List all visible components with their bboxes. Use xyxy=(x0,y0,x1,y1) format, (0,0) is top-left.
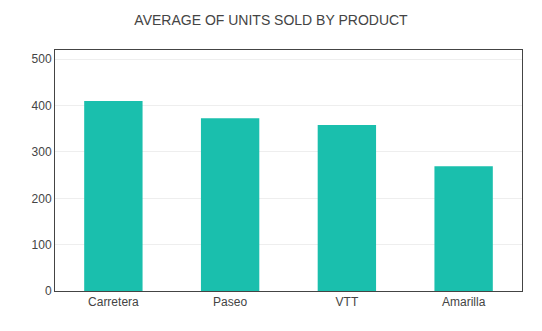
svg-text:AVERAGE OF UNITS SOLD BY PRODU: AVERAGE OF UNITS SOLD BY PRODUCT xyxy=(134,12,408,28)
svg-text:100: 100 xyxy=(32,238,52,252)
svg-text:Carretera: Carretera xyxy=(88,295,139,309)
svg-text:Paseo: Paseo xyxy=(213,295,247,309)
svg-text:Amarilla: Amarilla xyxy=(442,295,486,309)
svg-text:400: 400 xyxy=(32,99,52,113)
svg-text:500: 500 xyxy=(32,52,52,66)
svg-text:VTT: VTT xyxy=(336,295,359,309)
svg-text:300: 300 xyxy=(32,145,52,159)
svg-text:200: 200 xyxy=(32,192,52,206)
svg-text:0: 0 xyxy=(45,284,52,298)
